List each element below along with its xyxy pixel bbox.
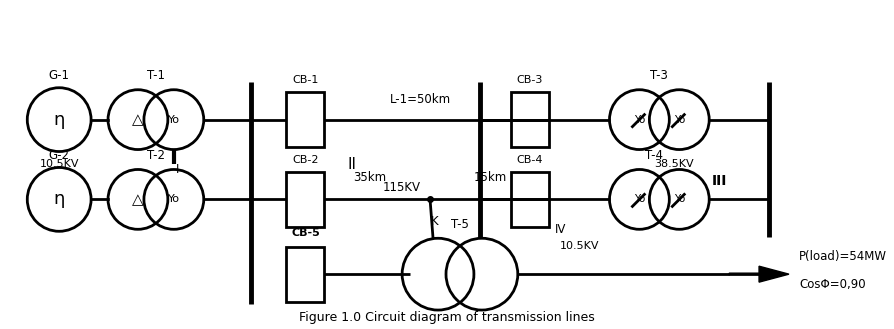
Text: CB-3: CB-3	[517, 75, 543, 85]
Text: Yo: Yo	[634, 114, 645, 125]
Text: CosΦ=0,90: CosΦ=0,90	[799, 278, 865, 291]
Text: △: △	[132, 112, 144, 127]
Text: η: η	[54, 111, 65, 129]
Bar	[286, 247, 325, 302]
Text: 115KV: 115KV	[383, 181, 420, 194]
Text: 35km: 35km	[354, 171, 387, 184]
Bar	[286, 92, 325, 147]
Text: I: I	[176, 163, 180, 176]
Text: III: III	[712, 174, 727, 189]
Text: △: △	[132, 192, 144, 207]
Bar	[286, 172, 325, 227]
Bar	[510, 172, 549, 227]
Text: CB-4: CB-4	[517, 155, 543, 165]
Text: 10.5KV: 10.5KV	[39, 159, 79, 168]
Text: CB-1: CB-1	[292, 75, 318, 85]
Text: 10.5KV: 10.5KV	[560, 241, 599, 251]
Text: II: II	[348, 157, 357, 172]
Text: Figure 1.0 Circuit diagram of transmission lines: Figure 1.0 Circuit diagram of transmissi…	[299, 311, 595, 323]
Text: CB-2: CB-2	[292, 155, 318, 165]
Text: L-1=50km: L-1=50km	[390, 93, 451, 106]
Text: K: K	[431, 215, 439, 228]
FancyArrow shape	[730, 266, 789, 282]
Text: Yo: Yo	[168, 194, 180, 204]
Text: P(load)=54MW: P(load)=54MW	[799, 250, 887, 263]
Text: η: η	[54, 190, 65, 208]
Text: G-2: G-2	[48, 149, 70, 162]
Text: G-1: G-1	[48, 69, 70, 82]
Text: IV: IV	[555, 223, 566, 236]
Text: Yo: Yo	[674, 114, 685, 125]
Text: Yo: Yo	[634, 194, 645, 204]
Text: 38.5KV: 38.5KV	[654, 159, 694, 168]
Text: Yo: Yo	[674, 194, 685, 204]
Text: T-4: T-4	[645, 149, 663, 162]
Text: T-1: T-1	[147, 69, 164, 82]
Text: T-2: T-2	[147, 149, 164, 162]
Text: Yo: Yo	[168, 114, 180, 125]
Text: CB-5: CB-5	[291, 228, 320, 238]
Text: T-5: T-5	[451, 218, 468, 231]
Bar	[510, 92, 549, 147]
Text: T-3: T-3	[651, 69, 669, 82]
Text: 15km: 15km	[473, 171, 507, 184]
